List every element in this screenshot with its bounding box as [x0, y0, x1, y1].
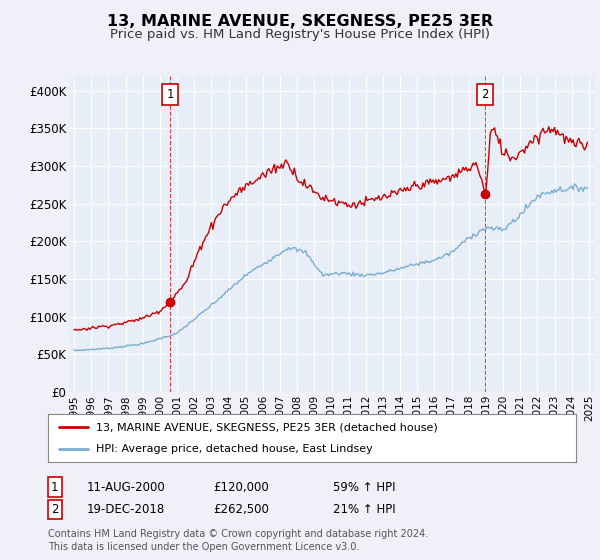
Text: HPI: Average price, detached house, East Lindsey: HPI: Average price, detached house, East…: [95, 444, 372, 454]
Text: Price paid vs. HM Land Registry's House Price Index (HPI): Price paid vs. HM Land Registry's House …: [110, 28, 490, 41]
Text: Contains HM Land Registry data © Crown copyright and database right 2024.
This d: Contains HM Land Registry data © Crown c…: [48, 529, 428, 552]
Text: 2: 2: [481, 88, 489, 101]
Text: 21% ↑ HPI: 21% ↑ HPI: [333, 503, 395, 516]
Text: 1: 1: [51, 480, 59, 494]
Text: 13, MARINE AVENUE, SKEGNESS, PE25 3ER: 13, MARINE AVENUE, SKEGNESS, PE25 3ER: [107, 14, 493, 29]
Text: 19-DEC-2018: 19-DEC-2018: [87, 503, 165, 516]
Text: 11-AUG-2000: 11-AUG-2000: [87, 480, 166, 494]
Text: 1: 1: [166, 88, 173, 101]
Text: £262,500: £262,500: [213, 503, 269, 516]
Text: 59% ↑ HPI: 59% ↑ HPI: [333, 480, 395, 494]
Text: 2: 2: [51, 503, 59, 516]
Text: 13, MARINE AVENUE, SKEGNESS, PE25 3ER (detached house): 13, MARINE AVENUE, SKEGNESS, PE25 3ER (d…: [95, 422, 437, 432]
Text: £120,000: £120,000: [213, 480, 269, 494]
